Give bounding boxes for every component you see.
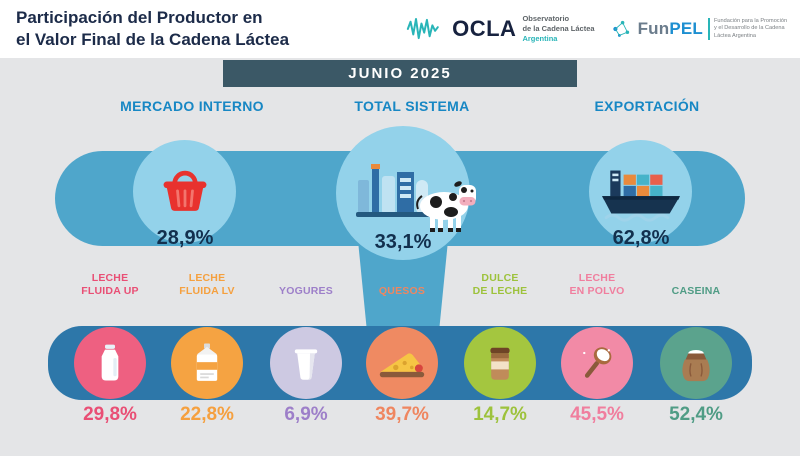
product-value-dulce-de-leche: 14,7%: [473, 404, 527, 425]
product-value-quesos: 39,7%: [375, 404, 429, 425]
ocla-wordmark: OCLA: [452, 16, 517, 41]
milk-bottle-icon: [101, 344, 119, 381]
funpel-logo: FunPEL Fundación para la Promoción y el …: [609, 17, 788, 41]
product-value-leche-fluida-up: 29,8%: [83, 404, 137, 425]
funpel-wordmark: FunPEL: [637, 19, 703, 38]
funpel-mark-icon: [612, 20, 629, 37]
section-label-mercado-interno: MERCADO INTERNO: [120, 98, 264, 114]
title-line-2: el Valor Final de la Cadena Láctea: [16, 30, 290, 49]
total-sistema-value: 33,1%: [374, 231, 432, 253]
total-sistema-circle: [336, 126, 476, 260]
page-title: Participación del Productor en el Valor …: [16, 7, 289, 51]
header: Participación del Productor en el Valor …: [0, 0, 800, 58]
product-circle-leche-en-polvo: [561, 327, 633, 399]
product-value-leche-en-polvo: 45,5%: [570, 404, 624, 425]
mercado-interno-circle: [133, 140, 236, 243]
product-value-leche-fluida-lv: 22,8%: [180, 404, 234, 425]
ocla-logo: OCLA Observatorio de la Cadena Láctea Ar…: [406, 13, 595, 44]
ship-icon: [601, 170, 680, 222]
product-label-leche-fluida-up: LECHE FLUIDA UP: [81, 271, 139, 297]
cheese-icon: [379, 353, 425, 378]
funpel-subtitle: Fundación para la Promoción y el Desarro…: [708, 17, 788, 41]
product-label-leche-fluida-lv: LECHE FLUIDA LV: [179, 271, 235, 297]
dulce-jar-icon: [490, 347, 510, 380]
period-banner: JUNIO 2025: [223, 60, 577, 87]
product-circle-yogures: [270, 327, 342, 399]
section-label-exportacion: EXPORTACIÓN: [594, 98, 700, 114]
product-value-caseina: 52,4%: [669, 404, 723, 425]
section-label-total-sistema: TOTAL SISTEMA: [354, 98, 470, 114]
basket-icon: [163, 170, 206, 211]
product-label-yogures: YOGURES: [279, 284, 333, 297]
exportacion-circle: [589, 140, 692, 243]
product-circle-leche-fluida-lv: [171, 327, 243, 399]
factory-cow-icon: [356, 164, 476, 232]
product-circle-quesos: [366, 327, 438, 399]
product-circle-dulce-de-leche: [464, 327, 536, 399]
product-label-leche-en-polvo: LECHE EN POLVO: [569, 271, 625, 297]
product-circle-leche-fluida-up: [74, 327, 146, 399]
logo-group: OCLA Observatorio de la Cadena Láctea Ar…: [406, 14, 788, 44]
product-label-caseina: CASEINA: [671, 284, 721, 297]
waveform-icon: [406, 18, 439, 40]
product-label-quesos: QUESOS: [378, 284, 426, 297]
product-label-dulce-de-leche: DULCE DE LECHE: [472, 271, 528, 297]
product-circle-caseina: [660, 327, 732, 399]
product-value-yogures: 6,9%: [284, 404, 328, 425]
sack-icon: [682, 350, 710, 382]
exportacion-value: 62,8%: [612, 227, 670, 249]
title-line-1: Participación del Productor en: [16, 8, 263, 28]
milk-carton-icon: [196, 343, 218, 381]
yogurt-cup-icon: [294, 349, 318, 380]
ocla-subtitle: Observatorio de la Cadena Láctea Argenti…: [522, 13, 595, 44]
mercado-interno-value: 28,9%: [156, 227, 214, 249]
spoon-powder-icon: [583, 347, 612, 378]
